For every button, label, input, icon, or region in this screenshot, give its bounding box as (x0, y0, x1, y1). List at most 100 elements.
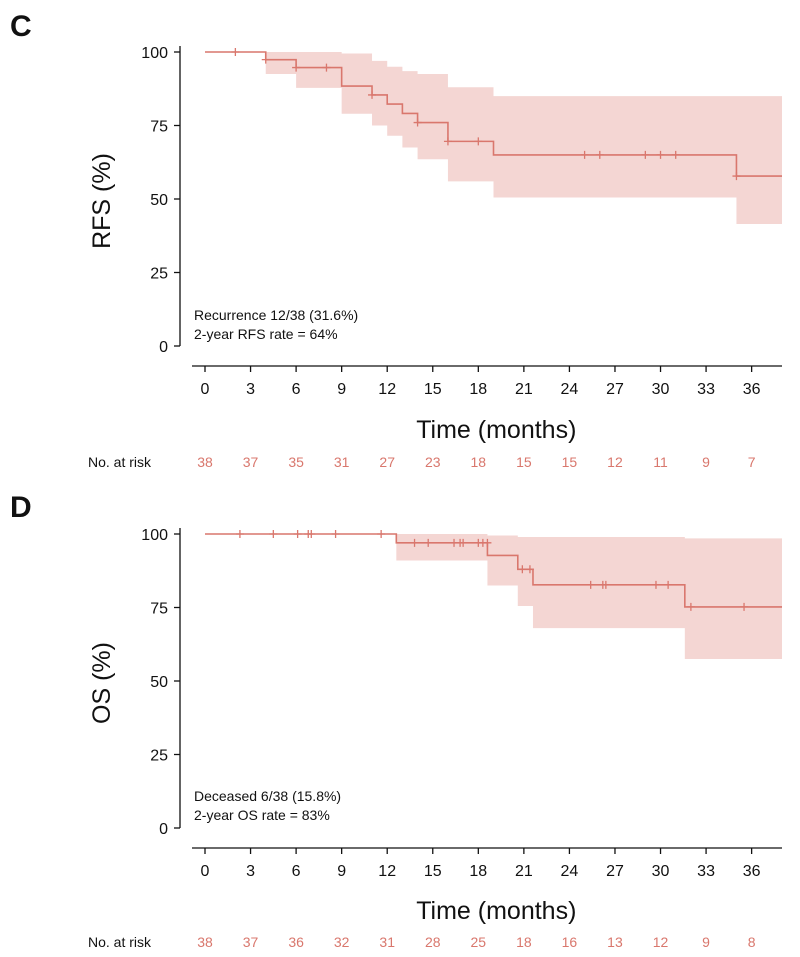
risk-table-value: 9 (702, 934, 710, 950)
x-tick-label: 15 (424, 381, 442, 398)
risk-table-value: 27 (379, 454, 395, 470)
censor-mark (443, 137, 452, 146)
x-tick-label: 36 (743, 863, 761, 880)
censor-mark (377, 530, 386, 538)
risk-table-value: 8 (748, 934, 756, 950)
risk-table-value: 11 (653, 454, 668, 470)
annotation-events: Deceased 6/38 (15.8%) (194, 788, 341, 804)
x-tick-label: 6 (292, 381, 301, 398)
y-tick-label: 50 (150, 192, 168, 209)
censor-mark (656, 150, 665, 159)
x-tick-label: 3 (246, 863, 255, 880)
censor-mark (331, 530, 340, 538)
censor-mark (686, 602, 695, 611)
x-tick-label: 3 (246, 381, 255, 398)
x-tick-label: 9 (337, 381, 346, 398)
risk-table-label: No. at risk (88, 934, 152, 950)
x-tick-label: 30 (652, 863, 670, 880)
censor-mark (518, 565, 527, 574)
censor-mark (601, 580, 610, 589)
annotation-events: Recurrence 12/38 (31.6%) (194, 307, 358, 323)
y-axis-title: OS (%) (88, 642, 116, 724)
y-tick-label: 0 (159, 339, 168, 356)
risk-table-value: 37 (243, 934, 259, 950)
x-tick-label: 0 (201, 381, 210, 398)
censor-mark (293, 530, 302, 538)
risk-table-value: 18 (516, 934, 532, 950)
censor-mark (322, 63, 331, 72)
risk-table-value: 36 (288, 934, 304, 950)
censor-mark (307, 530, 316, 538)
risk-table-value: 32 (334, 934, 350, 950)
confidence-band (205, 52, 782, 224)
risk-table-value: 15 (562, 454, 578, 470)
risk-table-value: 38 (197, 934, 213, 950)
censor-mark (413, 118, 422, 127)
x-tick-label: 12 (378, 863, 396, 880)
censor-mark (664, 580, 673, 589)
y-tick-label: 0 (159, 821, 168, 838)
censor-mark (231, 48, 240, 56)
censor-mark (580, 150, 589, 159)
panel-letter: C (10, 10, 32, 43)
x-tick-label: 0 (201, 863, 210, 880)
x-axis-title: Time (months) (416, 897, 576, 925)
x-tick-label: 36 (743, 381, 761, 398)
risk-table-value: 25 (471, 934, 487, 950)
risk-table-value: 12 (607, 454, 623, 470)
x-tick-label: 21 (515, 381, 533, 398)
risk-table-value: 18 (471, 454, 487, 470)
annotation-rate: 2-year OS rate = 83% (194, 807, 330, 823)
x-tick-label: 33 (697, 863, 715, 880)
survival-curve (205, 533, 782, 608)
censor-mark (368, 90, 377, 99)
risk-table-value: 7 (748, 454, 756, 470)
risk-table-value: 31 (334, 454, 350, 470)
censor-mark (459, 538, 468, 547)
panel-letter: D (10, 491, 32, 524)
x-tick-label: 18 (469, 381, 487, 398)
censor-mark (424, 538, 433, 547)
x-tick-label: 24 (561, 381, 579, 398)
x-tick-label: 9 (337, 863, 346, 880)
risk-table-value: 15 (516, 454, 532, 470)
censor-mark (292, 63, 301, 72)
risk-table-value: 9 (702, 454, 710, 470)
x-tick-label: 30 (652, 381, 670, 398)
x-tick-label: 12 (378, 381, 396, 398)
annotation-rate: 2-year RFS rate = 64% (194, 326, 338, 342)
risk-table-value: 16 (562, 934, 578, 950)
x-tick-label: 27 (606, 863, 624, 880)
x-tick-label: 24 (561, 863, 579, 880)
censor-mark (269, 530, 278, 538)
censor-mark (261, 55, 270, 64)
censor-mark (586, 580, 595, 589)
censor-mark (651, 580, 660, 589)
risk-table-value: 38 (197, 454, 213, 470)
censor-mark (595, 150, 604, 159)
risk-table-label: No. at risk (88, 454, 152, 470)
censor-mark (641, 150, 650, 159)
risk-table-value: 31 (379, 934, 395, 950)
x-axis-title: Time (months) (416, 416, 576, 444)
y-tick-label: 100 (141, 527, 168, 544)
censor-mark (410, 538, 419, 547)
x-tick-label: 18 (469, 863, 487, 880)
censor-mark (235, 530, 244, 538)
risk-table-value: 23 (425, 454, 441, 470)
censor-mark (483, 538, 492, 547)
risk-table-value: 13 (607, 934, 623, 950)
x-tick-label: 33 (697, 381, 715, 398)
risk-table-value: 12 (653, 934, 669, 950)
censor-mark (671, 150, 680, 159)
x-tick-label: 21 (515, 863, 533, 880)
y-tick-label: 75 (150, 601, 168, 618)
x-tick-label: 6 (292, 863, 301, 880)
censor-mark (474, 137, 483, 146)
y-tick-label: 25 (150, 266, 168, 283)
y-tick-label: 100 (141, 45, 168, 62)
x-tick-label: 27 (606, 381, 624, 398)
